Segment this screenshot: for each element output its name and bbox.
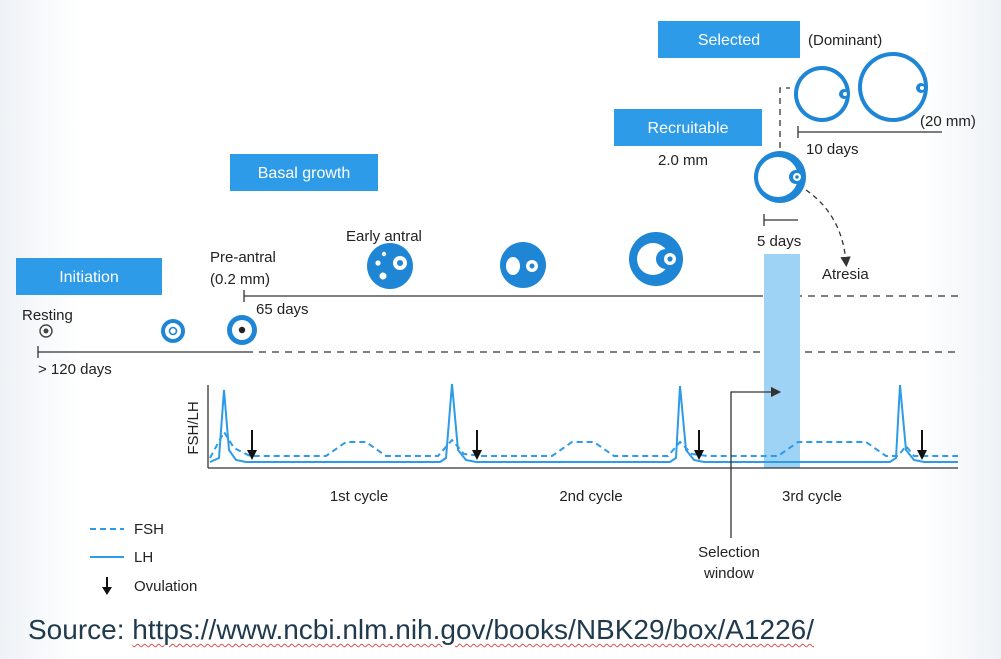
selected-label: Selected [698,32,760,49]
antral-follicle-icon [500,242,546,288]
recruitable-follicle-icon [754,151,806,203]
atresia-label: Atresia [822,266,869,283]
pre-antral-follicle-icon [227,315,257,345]
five-days-label: 5 days [757,233,801,250]
cycle-label-2: 2nd cycle [559,488,622,505]
timeline-lines [37,87,958,358]
cycle-label-1: 1st cycle [330,488,388,505]
dominant-follicle-icon [858,52,928,122]
source-prefix: Source: [28,614,133,645]
early-antral-follicle-icon [367,243,413,289]
dominant-label: (Dominant) [808,32,882,49]
ten-days-label: 10 days [806,141,859,158]
legend-lh-label: LH [134,549,153,566]
early-antral-label: Early antral [346,228,422,245]
selected-box [658,21,800,58]
basal-growth-box [230,154,378,191]
cycle-label-3: 3rd cycle [782,488,842,505]
pre-antral-label: Pre-antral [210,249,276,266]
resting-label: Resting [22,307,73,324]
recruitable-label: Recruitable [648,120,729,137]
follicles [39,52,928,345]
selection-window-label-2: window [703,565,754,582]
basal-growth-label: Basal growth [258,165,351,182]
recruitable-box [614,109,762,146]
recruitable-size-label: 2.0 mm [658,152,708,169]
hormone-ylabel: FSH/LH [185,401,202,454]
pre-antral-size-label: (0.2 mm) [210,271,270,288]
source-url[interactable]: https://www.ncbi.nlm.nih.gov/books/NBK29… [132,614,814,645]
late-antral-follicle-icon [629,232,683,286]
ovulation-arrows [247,430,927,460]
dominant-size-label: (20 mm) [920,113,976,130]
selection-window-band [764,254,800,468]
legend-fsh-label: FSH [134,521,164,538]
legend-ovulation-label: Ovulation [134,578,197,595]
initiation-label: Initiation [59,269,119,286]
selection-window-pointer [730,386,782,538]
legend-ovulation-arrow-icon [102,577,112,595]
hormone-chart: FSH/LH 1st cycle 2nd cycle 3rd cycle Sel… [185,254,958,582]
fsh-curve [209,430,958,459]
primary-follicle-icon [161,319,185,343]
selected-follicle-icon [794,66,850,122]
resting-follicle-icon [39,324,53,338]
selection-window-label-1: Selection [698,544,760,561]
source-citation: Source: https://www.ncbi.nlm.nih.gov/boo… [28,614,814,646]
initiation-box [16,258,162,295]
legend: FSH LH Ovulation [90,521,197,595]
one-twenty-days-label: > 120 days [38,361,112,378]
lh-curve [209,383,958,463]
sixty-five-days-label: 65 days [256,301,309,318]
